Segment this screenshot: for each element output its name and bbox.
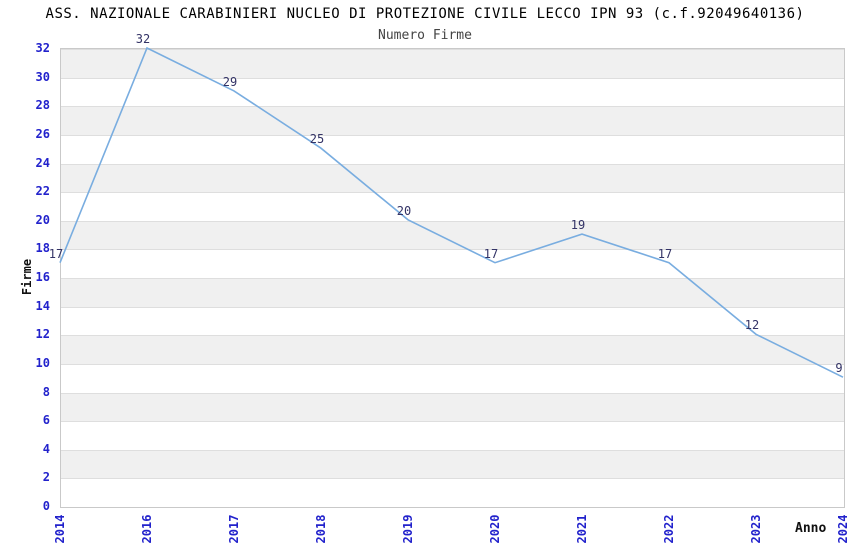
- data-point-label: 17: [657, 246, 673, 261]
- grid-band: [61, 249, 844, 278]
- y-tick-label: 12: [35, 327, 50, 342]
- x-tick-label: 2021: [575, 514, 589, 544]
- y-tick-label: 0: [42, 499, 50, 513]
- x-tick-label: 2022: [662, 514, 676, 544]
- grid-band: [61, 220, 844, 250]
- grid-band: [61, 478, 844, 507]
- y-tick-label: 24: [35, 155, 50, 170]
- data-point-label: 12: [744, 318, 760, 333]
- grid-band: [61, 192, 844, 221]
- x-axis-title: Anno: [795, 521, 827, 536]
- y-tick-label: 8: [42, 384, 50, 399]
- grid-band: [61, 77, 844, 107]
- data-point-label: 32: [135, 32, 151, 46]
- y-tick-label: 4: [42, 441, 50, 456]
- y-tick-label: 22: [35, 184, 50, 199]
- y-axis-title: Firme: [20, 258, 34, 296]
- y-tick-label: 16: [35, 270, 50, 284]
- x-tick-label: 2017: [227, 514, 241, 544]
- grid-band: [61, 106, 844, 135]
- grid-band: [61, 392, 844, 422]
- grid-band: [61, 278, 844, 307]
- data-point-label: 9: [835, 361, 843, 376]
- x-tick-label: 2018: [314, 514, 328, 544]
- y-tick-label: 32: [35, 41, 50, 55]
- plot-area: [60, 48, 845, 508]
- grid-band: [61, 134, 844, 164]
- x-tick-label: 2019: [401, 514, 415, 544]
- data-point-label: 20: [396, 203, 412, 218]
- grid-band: [61, 163, 844, 193]
- data-point-label: 17: [483, 246, 499, 261]
- y-tick-label: 10: [35, 355, 50, 370]
- x-tick-label: 2020: [488, 514, 502, 544]
- x-tick-label: 2014: [53, 514, 67, 544]
- y-tick-label: 6: [42, 413, 50, 428]
- x-tick-label: 2016: [140, 514, 154, 544]
- data-point-label: 17: [48, 246, 64, 261]
- data-point-label: 25: [309, 132, 325, 147]
- y-tick-label: 20: [35, 212, 50, 227]
- y-tick-label: 2: [42, 470, 50, 485]
- chart-title: ASS. NAZIONALE CARABINIERI NUCLEO DI PRO…: [45, 6, 805, 22]
- grid-band: [61, 49, 844, 78]
- grid-band: [61, 449, 844, 479]
- grid-band: [61, 363, 844, 393]
- grid-band: [61, 421, 844, 450]
- y-tick-label: 28: [35, 98, 50, 113]
- chart-subtitle: Numero Firme: [378, 28, 472, 43]
- y-tick-label: 26: [35, 126, 50, 141]
- grid-band: [61, 335, 844, 364]
- x-tick-label: 2024: [836, 514, 850, 544]
- x-tick-label: 2023: [749, 514, 763, 544]
- y-tick-label: 14: [35, 298, 50, 313]
- y-tick-label: 18: [35, 241, 50, 256]
- data-point-label: 19: [570, 218, 586, 233]
- data-point-label: 29: [222, 74, 238, 89]
- grid-band: [61, 306, 844, 336]
- y-tick-label: 30: [35, 69, 50, 84]
